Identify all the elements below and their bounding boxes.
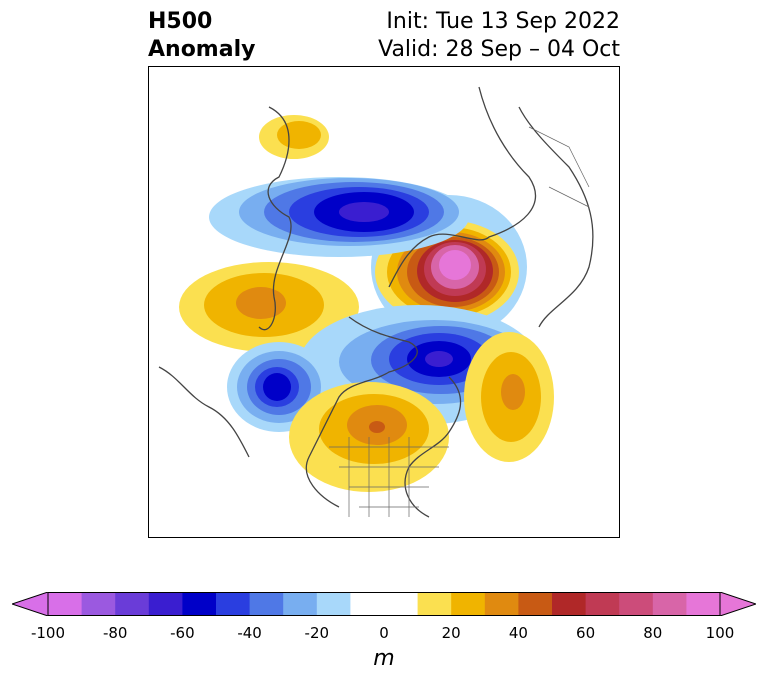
colorbar-cell [451, 592, 486, 616]
colorbar-high-extend [719, 592, 756, 616]
colorbar-cell [283, 592, 318, 616]
anomaly-center-asia-positive [259, 115, 329, 159]
colorbar-cell [619, 592, 654, 616]
colorbar-tick-label: -80 [102, 624, 128, 642]
colorbar-cell [417, 592, 452, 616]
colorbar-tick-label: -20 [304, 624, 330, 642]
colorbar-cell [350, 592, 385, 616]
colorbar-cell [652, 592, 687, 616]
colorbar-tick-label: 80 [643, 624, 663, 642]
colorbar-tick-label: 0 [379, 624, 389, 642]
colorbar-cell [585, 592, 620, 616]
coastlines [158, 86, 594, 518]
title-line-2: Anomaly [148, 37, 256, 62]
valid-range: Valid: 28 Sep – 04 Oct [378, 37, 620, 62]
colorbar-cell [316, 592, 351, 616]
colorbar-ticks: -100 -80 -60 -40 -20 0 20 40 60 80 100 [0, 624, 768, 644]
colorbar-cells [48, 592, 721, 616]
anomaly-center-siberia-negative [209, 177, 469, 257]
colorbar-cell [686, 592, 721, 616]
init-date: Init: Tue 13 Sep 2022 [386, 9, 620, 34]
map-title: H500 Anomaly [148, 8, 255, 64]
colorbar [12, 592, 756, 616]
colorbar-cell [552, 592, 587, 616]
anomaly-center-alaska-negative [227, 342, 331, 432]
anomaly-center-atlantic-positive [464, 332, 554, 462]
colorbar-tick-label: 40 [508, 624, 528, 642]
colorbar-cell [216, 592, 251, 616]
title-line-1: H500 [148, 9, 213, 34]
colorbar-cell [182, 592, 217, 616]
anomaly-center-pacific-positive [179, 262, 359, 352]
colorbar-low-extend [12, 592, 49, 616]
colorbar-unit: m [373, 646, 395, 671]
colorbar-cell [115, 592, 150, 616]
political-borders [329, 126, 590, 517]
colorbar-tick-label: -100 [30, 624, 66, 642]
colorbar-tick-label: 100 [705, 624, 735, 642]
date-info: Init: Tue 13 Sep 2022 Valid: 28 Sep – 04… [378, 8, 620, 64]
colorbar-tick-label: 60 [576, 624, 596, 642]
colorbar-tick-label: 20 [441, 624, 461, 642]
colorbar-cell [484, 592, 519, 616]
anomaly-map [158, 86, 594, 518]
colorbar-cell [249, 592, 284, 616]
colorbar-cell [518, 592, 553, 616]
colorbar-tick-label: -60 [170, 624, 195, 642]
colorbar-cell [48, 592, 83, 616]
colorbar-cell [148, 592, 183, 616]
colorbar-cell [81, 592, 116, 616]
colorbar-tick-label: -40 [237, 624, 262, 642]
colorbar-outline [47, 592, 721, 616]
map-panel [148, 66, 620, 538]
colorbar-cell [384, 592, 419, 616]
